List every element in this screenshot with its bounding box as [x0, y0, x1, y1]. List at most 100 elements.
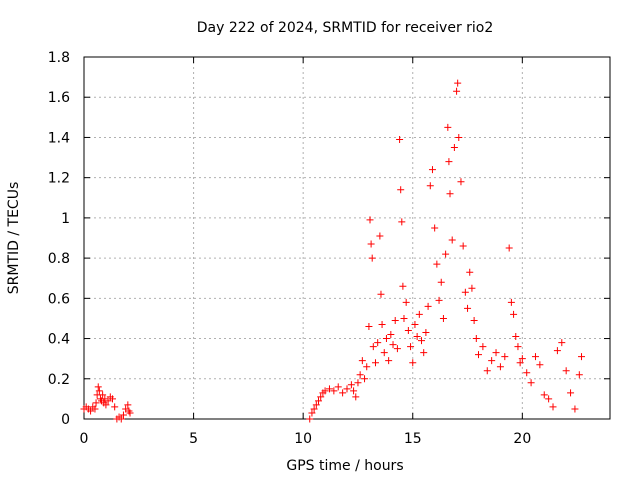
data-point: [407, 343, 415, 351]
data-point: [124, 401, 132, 409]
data-point: [356, 371, 364, 379]
data-point: [94, 383, 102, 391]
data-point: [567, 389, 575, 397]
chart-title: Day 222 of 2024, SRMTID for receiver rio…: [197, 20, 494, 36]
data-point: [435, 296, 443, 304]
data-point: [411, 320, 419, 328]
data-point: [571, 405, 579, 413]
data-point: [545, 395, 553, 403]
data-point: [399, 282, 407, 290]
data-point: [464, 304, 472, 312]
data-point: [117, 415, 125, 423]
data-point: [315, 397, 323, 405]
x-tick-label: 5: [189, 431, 198, 447]
data-point: [380, 349, 388, 357]
data-point: [507, 298, 515, 306]
data-point: [518, 355, 526, 363]
y-tick-label: 0: [61, 412, 70, 428]
data-point: [387, 331, 395, 339]
data-point: [398, 218, 406, 226]
data-point: [306, 415, 314, 423]
x-tick-label: 10: [294, 431, 312, 447]
data-point: [527, 379, 535, 387]
data-point: [536, 361, 544, 369]
data-point: [540, 391, 548, 399]
data-point: [523, 369, 531, 377]
data-point: [422, 329, 430, 337]
data-point: [91, 405, 99, 413]
data-point: [510, 310, 518, 318]
data-point: [99, 391, 107, 399]
data-point: [363, 363, 371, 371]
data-point: [496, 363, 504, 371]
data-point: [368, 254, 376, 262]
y-tick-label: 1: [61, 211, 70, 227]
data-point: [553, 347, 561, 355]
y-tick-label: 1.2: [48, 171, 70, 187]
data-point: [102, 401, 110, 409]
y-axis-label: SRMTID / TECUs: [6, 182, 22, 295]
data-point: [562, 367, 570, 375]
data-point: [409, 359, 417, 367]
data-point: [445, 158, 453, 166]
data-point: [365, 322, 373, 330]
data-point: [457, 178, 465, 186]
y-tick-label: 0.6: [48, 291, 70, 307]
data-point: [330, 387, 338, 395]
y-tick-label: 1.6: [48, 90, 70, 106]
data-point: [404, 327, 412, 335]
y-tick-label: 1.8: [48, 50, 70, 66]
y-tick-label: 0.8: [48, 251, 70, 267]
data-point: [558, 339, 566, 347]
data-point: [459, 242, 467, 250]
data-point: [424, 302, 432, 310]
data-point: [374, 339, 382, 347]
data-point: [431, 224, 439, 232]
data-point: [444, 123, 452, 131]
data-point: [317, 393, 325, 401]
data-point: [396, 135, 404, 143]
data-point: [111, 403, 119, 411]
data-point: [420, 349, 428, 357]
data-point: [483, 367, 491, 375]
data-point: [578, 353, 586, 361]
data-point: [397, 186, 405, 194]
data-point: [428, 166, 436, 174]
data-point: [492, 349, 500, 357]
data-point: [470, 316, 478, 324]
y-tick-label: 1.4: [48, 130, 70, 146]
data-point: [575, 371, 583, 379]
data-point: [361, 375, 369, 383]
data-point: [501, 353, 509, 361]
data-point: [466, 268, 474, 276]
data-point: [371, 359, 379, 367]
data-point: [95, 387, 103, 395]
data-point: [505, 244, 513, 252]
data-point: [418, 337, 426, 345]
data-point: [378, 320, 386, 328]
data-point: [475, 351, 482, 359]
plot-frame: [83, 56, 611, 420]
data-point: [439, 314, 447, 322]
y-tick-label: 0.4: [48, 332, 70, 348]
data-point: [488, 357, 496, 365]
data-point: [92, 399, 100, 407]
data-point: [479, 343, 487, 351]
data-point: [549, 403, 557, 411]
data-point: [472, 335, 480, 343]
data-point: [426, 182, 434, 190]
data-point: [339, 389, 347, 397]
data-point: [367, 240, 375, 248]
data-points: [80, 79, 586, 423]
data-point: [455, 133, 463, 141]
data-point: [461, 288, 469, 296]
x-tick-label: 15: [404, 431, 422, 447]
data-point: [400, 314, 408, 322]
data-point: [126, 409, 134, 417]
data-point: [382, 335, 390, 343]
x-tick-label: 20: [513, 431, 531, 447]
data-point: [516, 359, 524, 367]
data-point: [352, 393, 360, 401]
data-point: [350, 387, 358, 395]
